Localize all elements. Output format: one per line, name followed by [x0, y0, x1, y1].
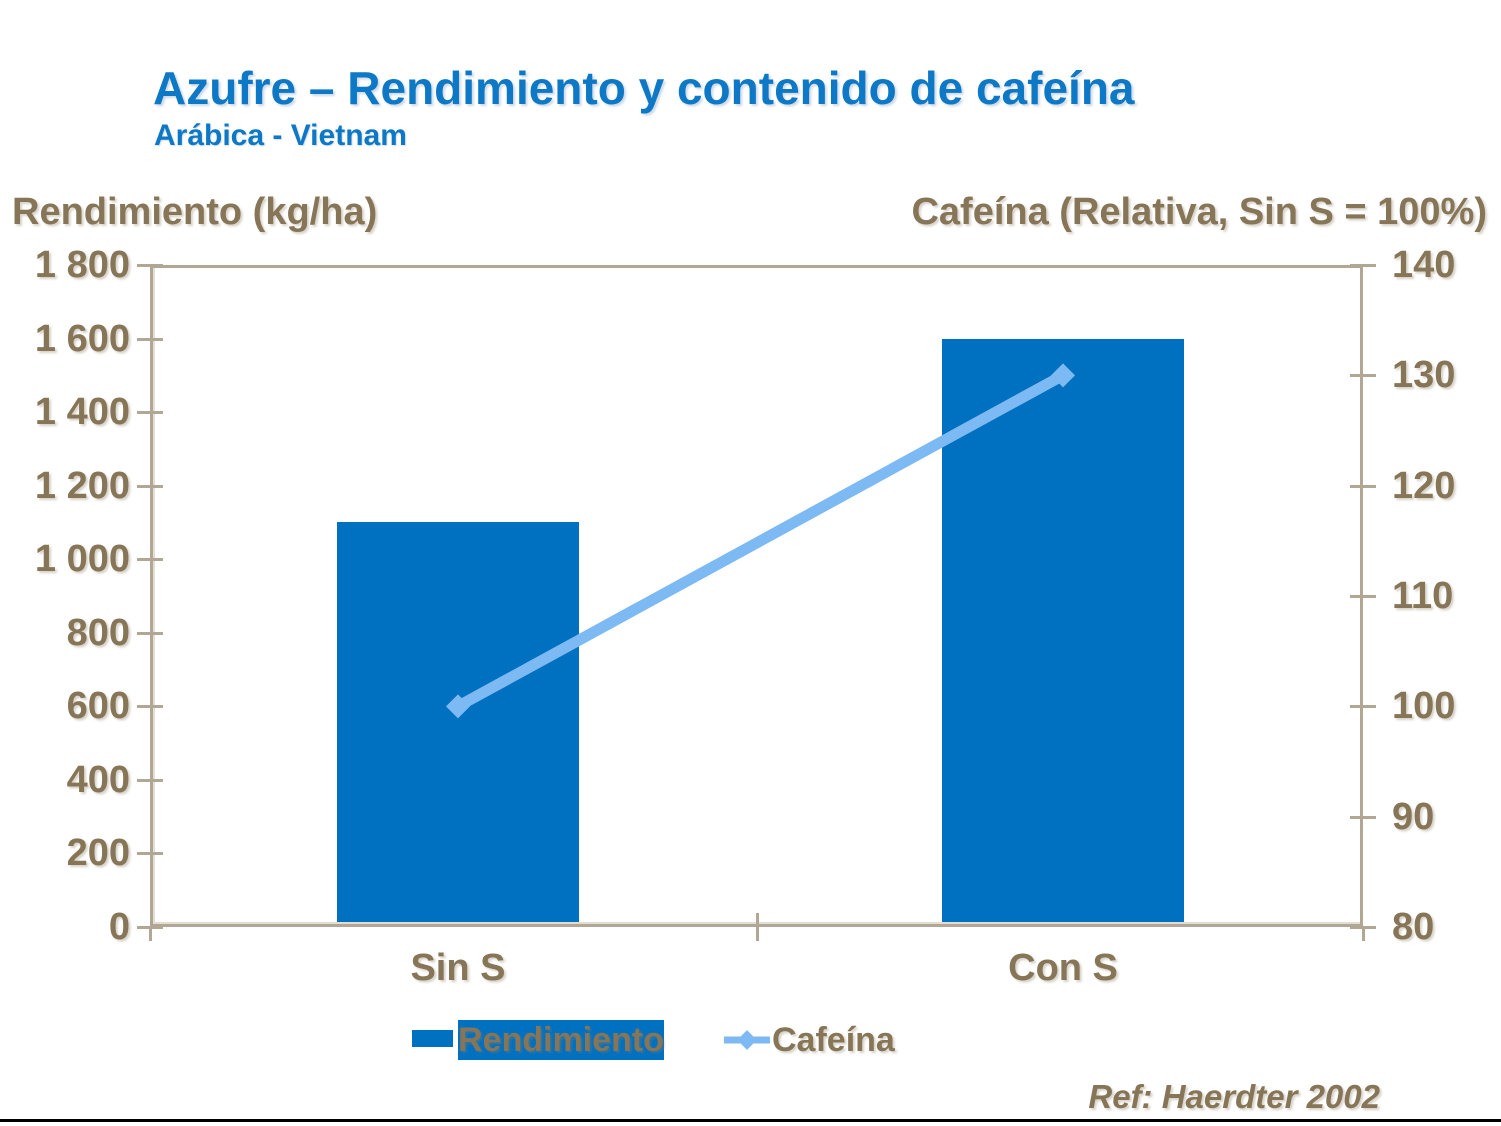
left-axis-tickmark [137, 926, 163, 929]
left-axis-tickmark [137, 411, 163, 415]
bar-con-s [942, 338, 1185, 927]
left-axis-tick-label: 1 400 [34, 391, 130, 434]
left-axis-tickmark [137, 852, 163, 856]
right-axis-title: Cafeína (Relativa, Sin S = 100%) [911, 191, 1487, 233]
x-axis-tickmark [149, 927, 152, 941]
right-axis-tickmark [1350, 374, 1376, 378]
left-axis-tickmark [137, 337, 163, 341]
right-axis-tick-label: 110 [1392, 575, 1454, 617]
legend-rendimiento-label: Rendimiento [458, 1020, 664, 1060]
x-axis-tickmark [1362, 927, 1365, 941]
left-axis-title: Rendimiento (kg/ha) [12, 191, 378, 233]
left-axis-tick-label: 200 [66, 832, 130, 875]
cafeina-point-sin-s [445, 694, 471, 719]
legend-rendimiento-swatch [412, 1030, 453, 1047]
category-label-sin-s: Sin S [410, 947, 506, 989]
bar-sin-s [336, 522, 579, 927]
reference-note: Ref: Haerdter 2002 [1088, 1078, 1380, 1115]
right-axis-tick-label: 90 [1392, 795, 1435, 838]
left-axis-tickmark [137, 705, 163, 709]
left-axis-tickmark [137, 631, 163, 635]
cafeina-line-series [445, 363, 1076, 719]
x-axis-tickmark [755, 913, 759, 941]
left-axis-tickmark [137, 778, 163, 782]
legend-cafeina-marker-icon [724, 1030, 770, 1050]
right-axis-tick-label: 130 [1392, 354, 1456, 397]
legend-cafeina-label: Cafeína [772, 1021, 895, 1059]
left-axis-tickmark [137, 264, 163, 267]
left-axis-tick-label: 600 [66, 685, 130, 728]
chart-title: Azufre – Rendimiento y contenido de cafe… [153, 62, 1135, 114]
category-label-con-s: Con S [1008, 947, 1118, 989]
bottom-border-line [0, 1119, 1501, 1122]
right-axis-tickmark [1350, 595, 1376, 598]
right-axis-tick-label: 140 [1392, 244, 1456, 286]
left-axis-tick-label: 1 200 [34, 464, 130, 507]
right-axis-tick-label: 120 [1392, 464, 1456, 507]
cafeina-line [455, 370, 1066, 712]
right-axis-tick-label: 80 [1392, 906, 1435, 948]
right-axis-tickmark [1350, 815, 1376, 819]
left-axis-tickmark [137, 484, 163, 488]
right-axis-tickmark [1350, 484, 1376, 488]
chart-subtitle: Arábica - Vietnam [154, 119, 407, 152]
left-axis-tick-label: 1 800 [34, 244, 130, 286]
right-axis-tickmark [1350, 705, 1376, 709]
right-axis-tickmark [1350, 926, 1376, 929]
left-axis-tick-label: 400 [66, 758, 130, 801]
left-axis-tick-label: 800 [66, 611, 130, 654]
right-axis-tick-label: 100 [1392, 685, 1456, 728]
left-axis-tick-label: 0 [108, 906, 130, 948]
left-axis-tick-label: 1 600 [34, 317, 130, 360]
left-axis-tick-label: 1 000 [34, 538, 130, 581]
left-axis-tickmark [137, 558, 163, 562]
right-axis-tickmark [1350, 264, 1376, 267]
